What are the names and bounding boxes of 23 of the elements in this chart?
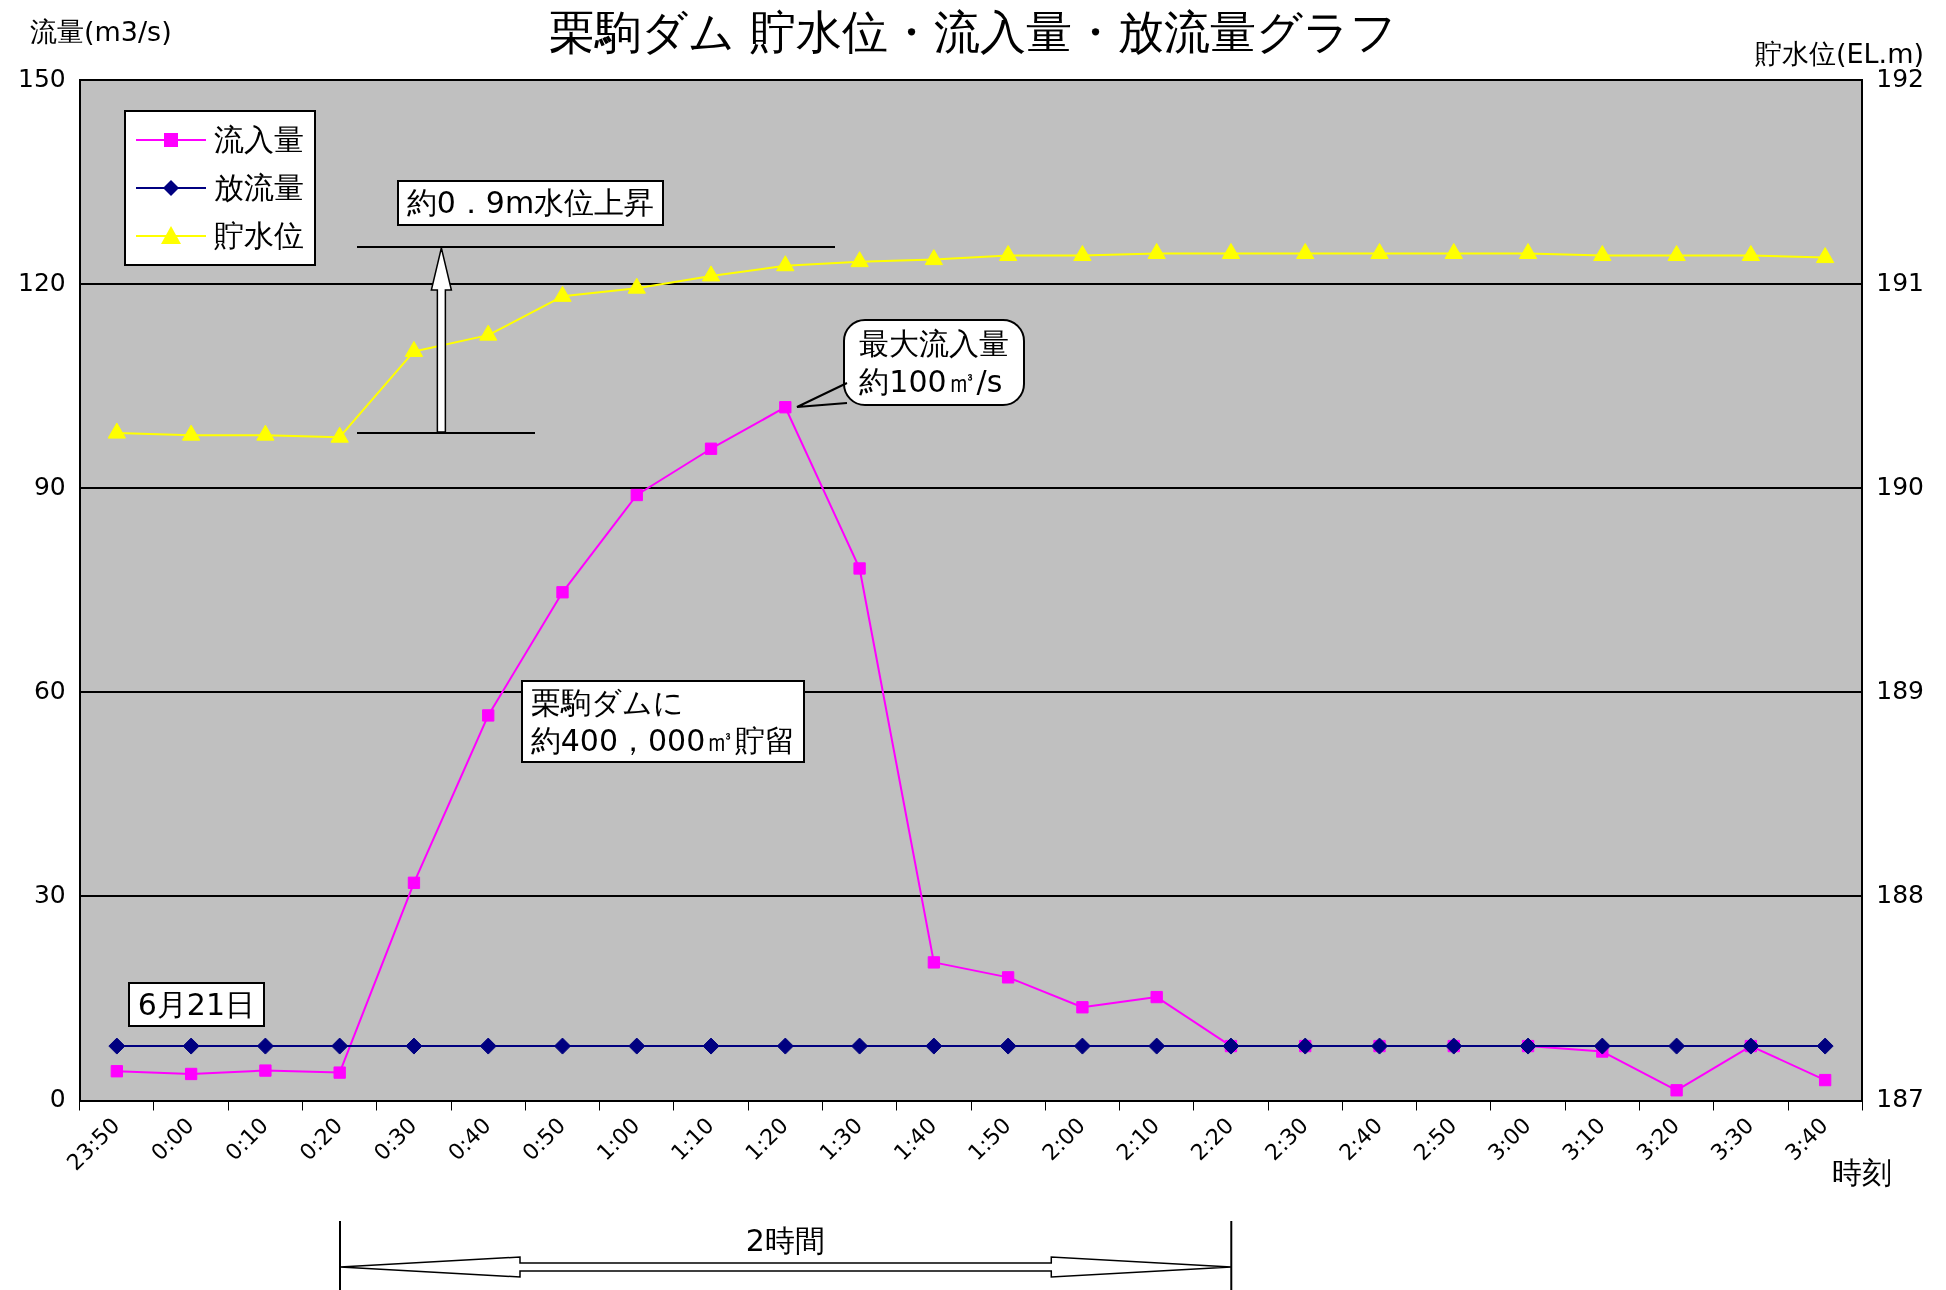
- y-tick-label: 90: [33, 471, 66, 501]
- annotation: 約0．9m水位上昇: [396, 180, 665, 226]
- legend-label: 貯水位: [213, 216, 304, 255]
- y-tick-label: 150: [18, 63, 66, 93]
- annotation: 6月21日: [127, 981, 265, 1027]
- text: 2時間: [744, 1221, 826, 1260]
- legend-label: 流入量: [213, 120, 304, 159]
- y2-axis-title: 貯水位(EL.m): [1754, 37, 1924, 69]
- y2-tick-label: 190: [1876, 471, 1924, 501]
- annotation: 最大流入量約100㎥/s: [859, 326, 1010, 399]
- annotation: 栗駒ダムに約400，000㎥貯留: [530, 685, 796, 758]
- y2-tick-label: 189: [1876, 675, 1924, 705]
- chart-title: 栗駒ダム 貯水位・流入量・放流量グラフ: [549, 5, 1397, 59]
- legend-label: 放流量: [213, 168, 304, 207]
- y-tick-label: 120: [18, 267, 66, 297]
- x-axis-title: 時刻: [1832, 1153, 1893, 1192]
- y-tick-label: 30: [33, 879, 66, 909]
- y2-tick-label: 187: [1876, 1084, 1924, 1113]
- y-tick-label: 0: [49, 1084, 66, 1113]
- y-axis-title: 流量(m3/s): [30, 15, 172, 49]
- y2-tick-label: 191: [1876, 267, 1924, 297]
- y-tick-label: 60: [33, 675, 66, 705]
- y2-tick-label: 188: [1876, 879, 1924, 909]
